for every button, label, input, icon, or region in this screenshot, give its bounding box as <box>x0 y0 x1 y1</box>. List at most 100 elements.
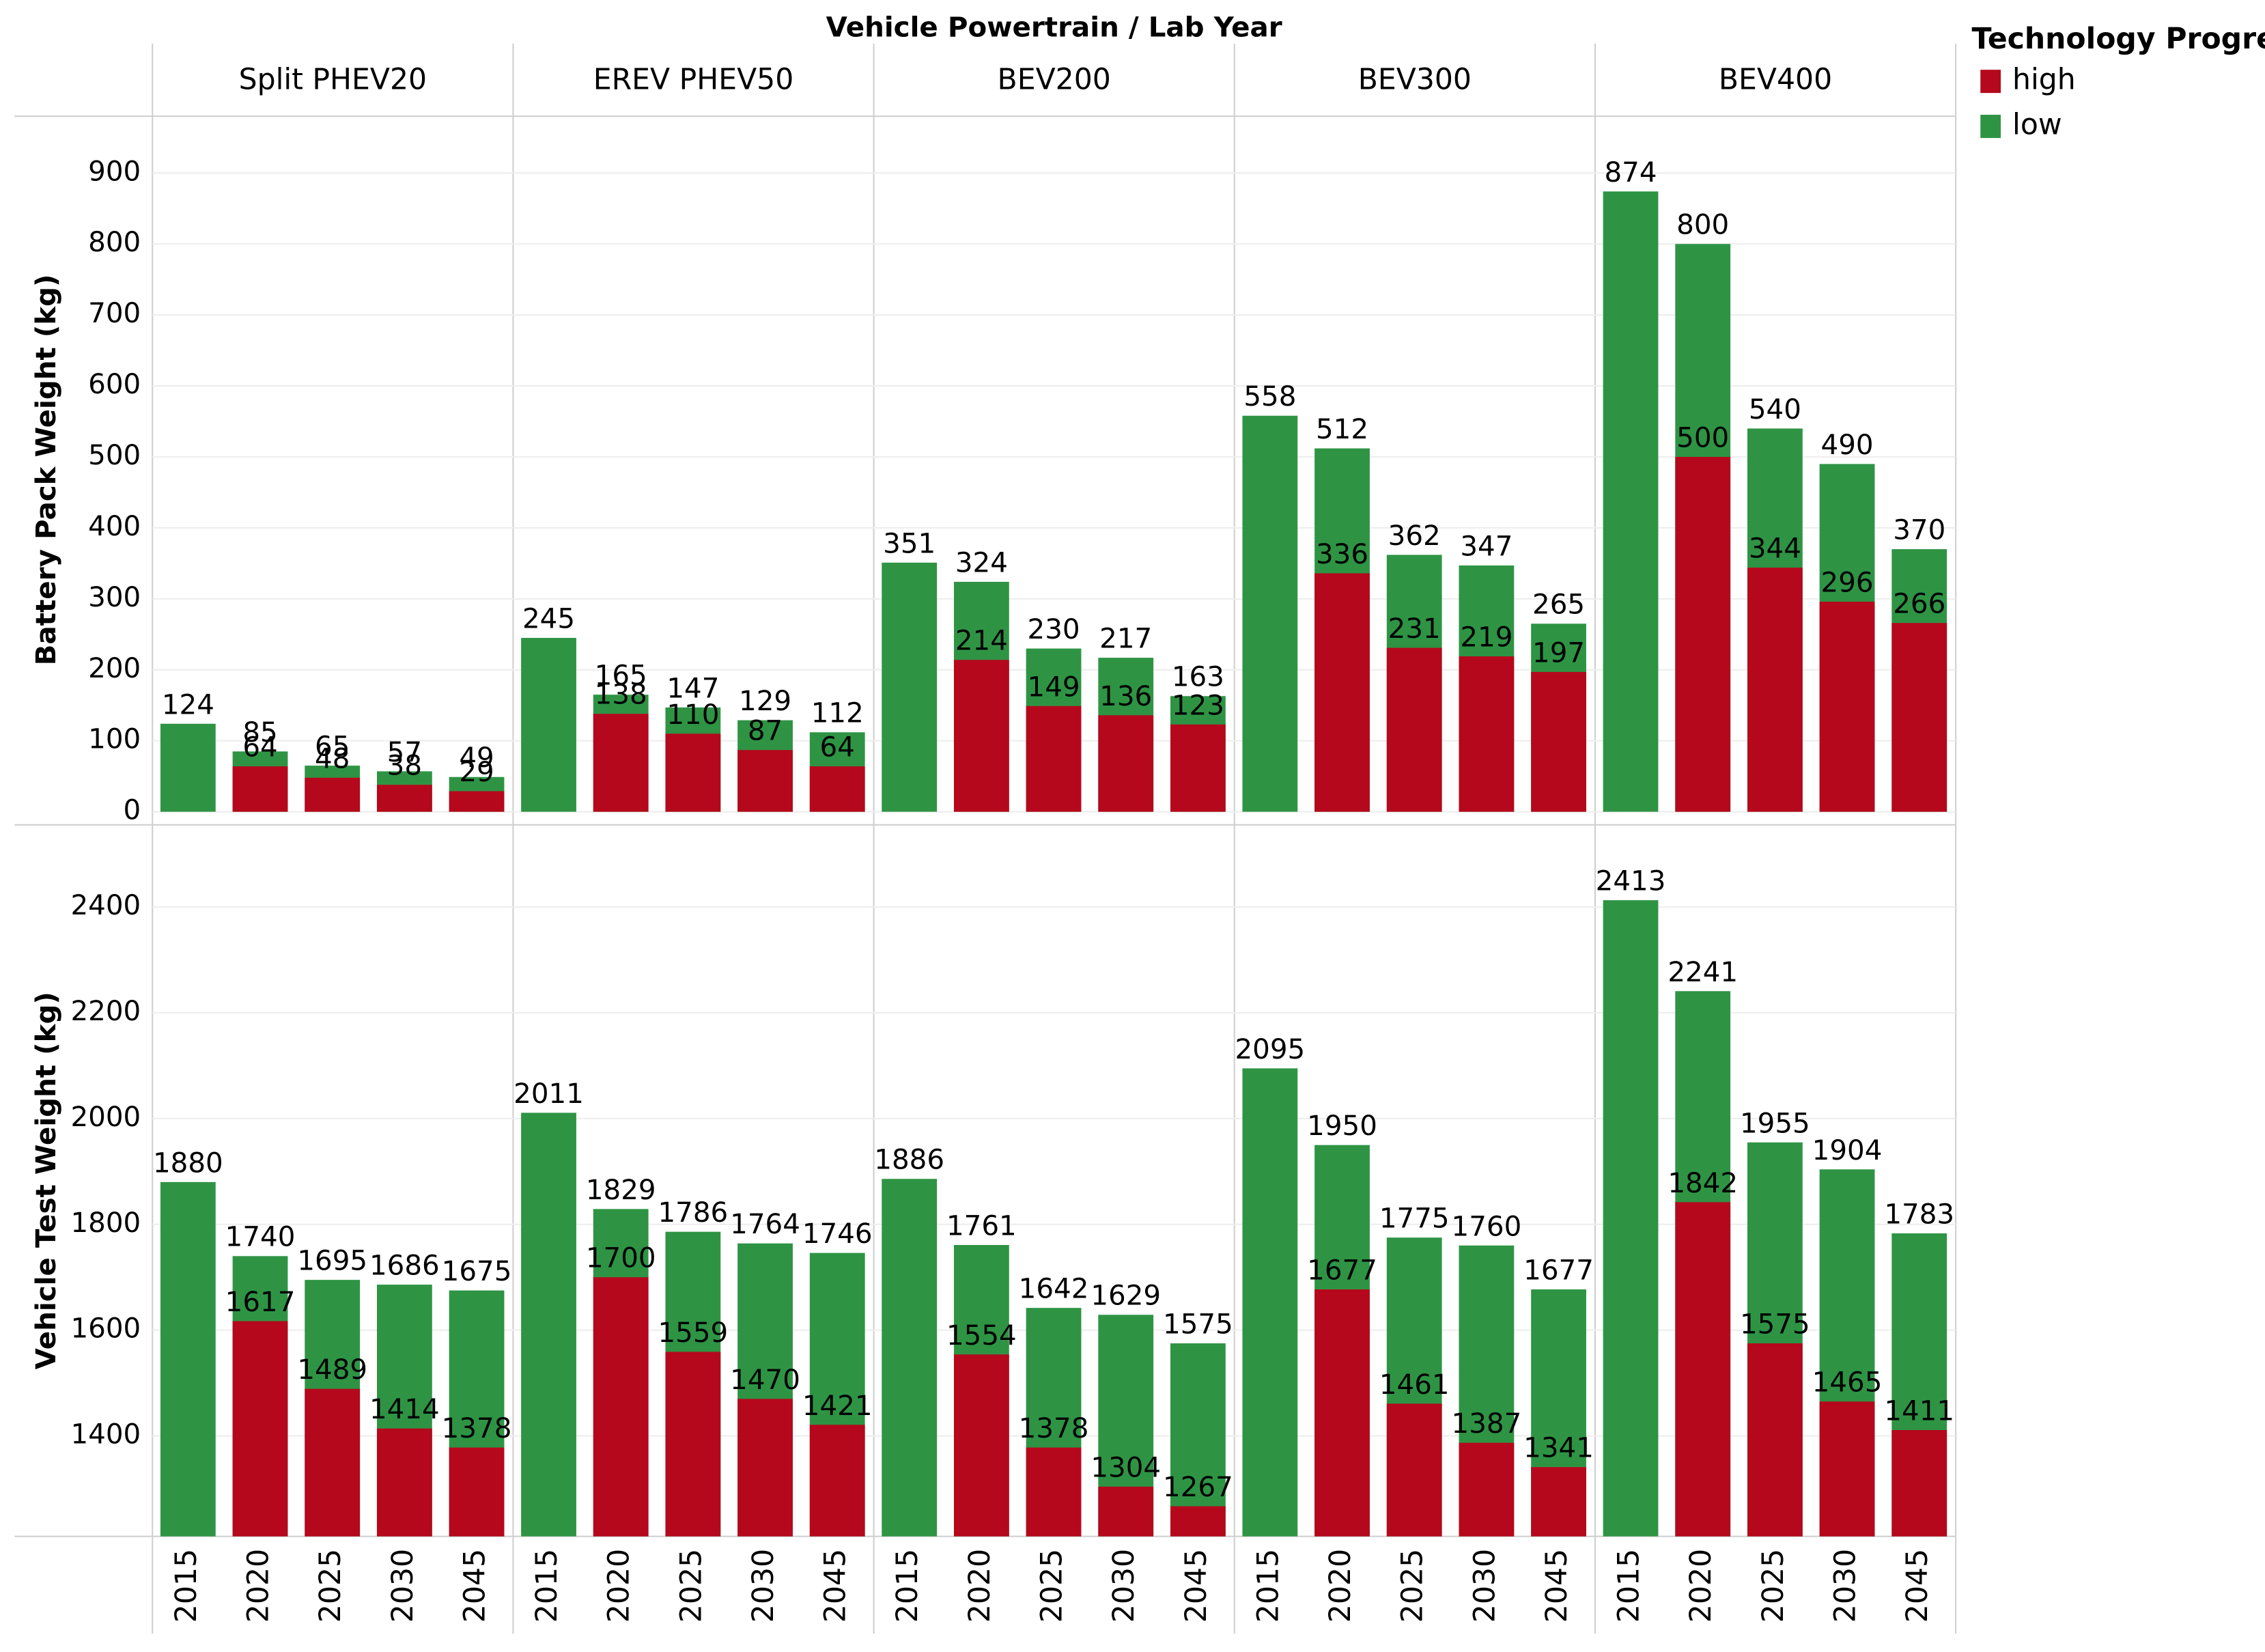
bar-low <box>521 1112 576 1537</box>
value-label: 149 <box>1028 671 1080 703</box>
y-tick-label: 900 <box>88 155 141 187</box>
bar-high <box>1314 573 1370 812</box>
value-label: 1470 <box>730 1364 800 1396</box>
y-tick-label: 500 <box>88 439 141 471</box>
y-tick-label: 800 <box>88 226 141 258</box>
value-label: 324 <box>955 546 1008 578</box>
bar-high <box>593 1277 649 1537</box>
legend-swatch <box>1980 115 2001 139</box>
bar-high <box>1026 705 1082 812</box>
value-label: 1842 <box>1668 1167 1738 1199</box>
value-label: 64 <box>820 731 855 764</box>
x-tick-label: 2045 <box>1901 1549 1935 1623</box>
bar-high <box>1098 715 1154 812</box>
y-axis-label: Vehicle Test Weight (kg) <box>30 992 62 1369</box>
y-tick-label: 1600 <box>70 1313 141 1345</box>
bar-high <box>1170 1506 1226 1537</box>
bar-high <box>953 1354 1009 1537</box>
bar-high <box>1675 1202 1731 1537</box>
bar-high <box>376 1428 432 1537</box>
value-label: 1886 <box>874 1144 944 1176</box>
x-tick-label: 2045 <box>1541 1549 1574 1623</box>
y-tick-label: 2400 <box>70 889 141 921</box>
bar-low <box>1242 1068 1298 1537</box>
bar-high <box>1819 602 1875 812</box>
value-label: 2241 <box>1668 956 1738 988</box>
value-label: 48 <box>315 742 350 774</box>
bar-high <box>737 750 793 812</box>
value-label: 1764 <box>730 1208 800 1240</box>
bar-high <box>1170 724 1226 812</box>
x-tick-label: 2015 <box>170 1549 203 1623</box>
bar-high <box>232 1321 288 1537</box>
value-label: 57 <box>387 736 422 768</box>
facet-label: EREV PHEV50 <box>593 64 794 97</box>
value-label: 87 <box>748 715 783 747</box>
y-tick-label: 700 <box>88 297 141 329</box>
value-label: 1421 <box>802 1390 873 1422</box>
value-label: 347 <box>1460 531 1513 563</box>
x-tick-label: 2030 <box>1468 1549 1502 1623</box>
value-label: 296 <box>1821 567 1874 599</box>
value-label: 1880 <box>153 1147 223 1179</box>
value-label: 136 <box>1099 680 1152 712</box>
bar-high <box>305 1388 361 1537</box>
value-label: 1629 <box>1091 1280 1161 1312</box>
value-label: 129 <box>739 685 791 717</box>
bar-low <box>882 562 938 812</box>
bar-high <box>1819 1401 1875 1537</box>
value-label: 1829 <box>586 1174 656 1206</box>
value-label: 1760 <box>1452 1210 1522 1242</box>
value-label: 163 <box>1172 661 1224 693</box>
value-label: 1677 <box>1523 1255 1594 1287</box>
bar-high <box>1747 568 1803 812</box>
value-label: 1695 <box>297 1245 367 1277</box>
value-label: 874 <box>1604 156 1657 188</box>
bar-high <box>1531 1467 1586 1537</box>
y-tick-label: 2000 <box>70 1101 141 1133</box>
bar-low <box>160 723 216 812</box>
y-tick-label: 200 <box>88 652 141 684</box>
value-label: 512 <box>1316 413 1368 445</box>
bar-high <box>232 766 288 812</box>
x-tick-label: 2045 <box>819 1549 853 1623</box>
x-tick-label: 2020 <box>242 1549 276 1623</box>
x-tick-label: 2030 <box>1108 1549 1141 1623</box>
y-tick-label: 100 <box>88 723 141 755</box>
bar-high <box>1891 623 1947 812</box>
value-label: 1746 <box>802 1218 873 1250</box>
value-label: 38 <box>387 750 422 782</box>
legend-swatch <box>1980 70 2001 94</box>
value-label: 336 <box>1316 538 1368 570</box>
legend-label: high <box>2012 64 2076 97</box>
value-label: 1378 <box>442 1412 512 1444</box>
value-label: 1378 <box>1019 1412 1089 1444</box>
bar-high <box>809 766 865 812</box>
bar-high <box>305 777 361 812</box>
x-tick-label: 2045 <box>1180 1549 1213 1623</box>
value-label: 85 <box>242 716 277 748</box>
bar-high <box>1026 1447 1082 1537</box>
value-label: 231 <box>1388 613 1441 645</box>
value-label: 1686 <box>369 1250 440 1282</box>
bar-low <box>882 1179 938 1537</box>
value-label: 1700 <box>586 1242 656 1274</box>
bar-high <box>376 785 432 812</box>
value-label: 65 <box>315 731 350 763</box>
bar-low <box>1603 191 1659 812</box>
x-tick-label: 2025 <box>1757 1549 1790 1623</box>
value-label: 1642 <box>1019 1273 1089 1305</box>
y-axis-label: Battery Pack Weight (kg) <box>30 274 62 665</box>
x-tick-label: 2020 <box>1685 1549 1718 1623</box>
value-label: 1575 <box>1740 1308 1810 1341</box>
x-tick-label: 2020 <box>1324 1549 1357 1623</box>
bar-high <box>737 1399 793 1537</box>
x-tick-label: 2020 <box>603 1549 636 1623</box>
bar-high <box>1386 1403 1442 1537</box>
value-label: 1465 <box>1812 1367 1883 1399</box>
chart-title: Vehicle Powertrain / Lab Year <box>826 12 1282 44</box>
legend-title: Technology Progress <box>1971 23 2265 56</box>
facet-label: BEV400 <box>1719 64 1832 97</box>
